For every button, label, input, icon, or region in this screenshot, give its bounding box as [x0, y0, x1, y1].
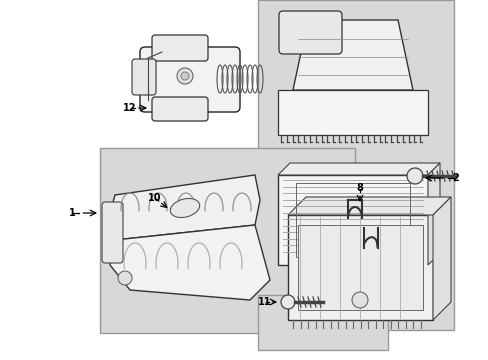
Circle shape: [351, 292, 367, 308]
FancyBboxPatch shape: [279, 11, 341, 54]
Circle shape: [406, 168, 422, 184]
Polygon shape: [108, 175, 260, 240]
Text: 8: 8: [356, 183, 363, 193]
Text: 12: 12: [123, 103, 137, 113]
Text: 1: 1: [68, 208, 75, 218]
Bar: [297, 225, 422, 310]
FancyBboxPatch shape: [152, 35, 207, 61]
Polygon shape: [427, 163, 439, 265]
Bar: [278, 175, 427, 265]
FancyBboxPatch shape: [102, 202, 123, 263]
Bar: [295, 183, 409, 257]
FancyBboxPatch shape: [152, 97, 207, 121]
Circle shape: [177, 68, 193, 84]
Circle shape: [118, 271, 132, 285]
Polygon shape: [287, 197, 450, 215]
FancyBboxPatch shape: [132, 59, 156, 95]
Text: 11: 11: [258, 297, 271, 307]
Circle shape: [281, 295, 294, 309]
FancyBboxPatch shape: [140, 47, 240, 112]
Polygon shape: [278, 163, 439, 175]
Text: 10: 10: [148, 193, 162, 203]
Polygon shape: [432, 197, 450, 320]
Ellipse shape: [170, 198, 199, 217]
Circle shape: [181, 72, 189, 80]
Bar: [258, 0, 453, 330]
Bar: [287, 215, 432, 320]
Bar: [100, 148, 354, 333]
Bar: [258, 295, 387, 350]
Polygon shape: [292, 20, 412, 90]
Text: 2: 2: [452, 173, 458, 183]
Polygon shape: [110, 225, 269, 300]
Bar: [278, 90, 427, 135]
